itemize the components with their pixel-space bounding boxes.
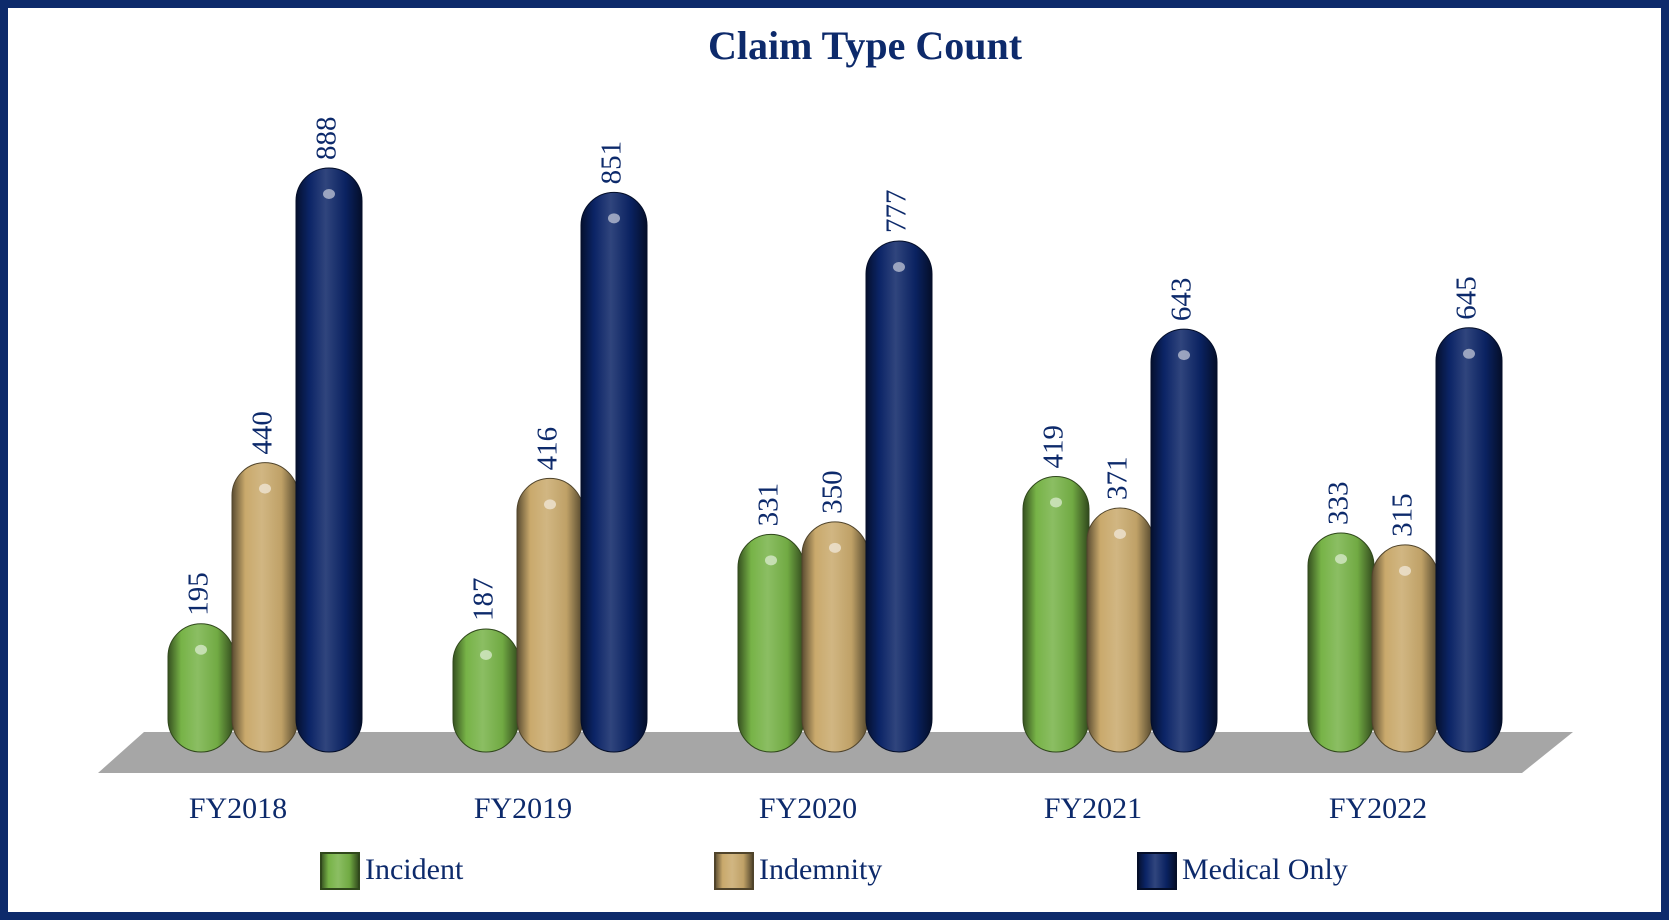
- bar-highlight: [1178, 350, 1190, 361]
- data-label: 187: [468, 578, 500, 622]
- bar: [865, 240, 933, 753]
- bar: [516, 477, 584, 753]
- x-tick-label: FY2019: [474, 792, 572, 825]
- legend-swatch: [1137, 852, 1177, 890]
- data-label: 645: [1451, 276, 1483, 320]
- bar: [167, 623, 235, 753]
- data-label: 371: [1102, 457, 1134, 501]
- bar: [295, 167, 363, 753]
- bar: [1150, 328, 1218, 753]
- bar-highlight: [1399, 565, 1411, 576]
- data-label: 777: [881, 190, 913, 234]
- data-label: 195: [183, 572, 215, 616]
- bar: [1307, 532, 1375, 753]
- legend-label: Indemnity: [759, 853, 882, 886]
- bar: [1022, 475, 1090, 753]
- bar-highlight: [1050, 497, 1062, 508]
- bar-highlight: [1335, 554, 1347, 564]
- x-tick-label: FY2020: [759, 792, 857, 825]
- data-label: 333: [1323, 482, 1355, 526]
- bar-highlight: [480, 650, 492, 661]
- data-label: 419: [1038, 425, 1070, 469]
- bar: [1086, 507, 1154, 753]
- bar-highlight: [1463, 348, 1475, 359]
- data-label: 315: [1387, 493, 1419, 537]
- chart-title: Claim Type Count: [708, 23, 1023, 68]
- bar-highlight: [829, 542, 841, 553]
- bar-highlight: [893, 262, 905, 272]
- data-label: 331: [753, 483, 785, 527]
- bar-highlight: [765, 555, 777, 566]
- legend-label: Incident: [365, 853, 464, 886]
- bar-highlight: [608, 213, 620, 224]
- bar: [452, 628, 520, 753]
- data-label: 888: [311, 117, 343, 161]
- data-label: 416: [532, 427, 564, 471]
- x-tick-label: FY2022: [1329, 792, 1427, 825]
- legend-label: Medical Only: [1182, 853, 1348, 886]
- bar-highlight: [323, 189, 335, 199]
- bar: [801, 521, 869, 753]
- bar-highlight: [259, 483, 271, 494]
- legend-swatch: [714, 852, 754, 890]
- x-tick-label: FY2021: [1044, 792, 1142, 825]
- data-label: 440: [247, 411, 279, 455]
- x-tick-label: FY2018: [189, 792, 287, 825]
- bar: [1435, 327, 1503, 753]
- bar: [231, 462, 299, 753]
- data-label: 851: [596, 141, 628, 185]
- bar-highlight: [195, 644, 207, 655]
- legend-swatch: [320, 852, 360, 890]
- bar-highlight: [1114, 529, 1126, 540]
- data-label: 643: [1166, 278, 1198, 322]
- bar: [737, 533, 805, 753]
- bar-highlight: [544, 499, 556, 510]
- bar: [580, 191, 648, 753]
- data-label: 350: [817, 470, 849, 514]
- bar: [1371, 544, 1439, 753]
